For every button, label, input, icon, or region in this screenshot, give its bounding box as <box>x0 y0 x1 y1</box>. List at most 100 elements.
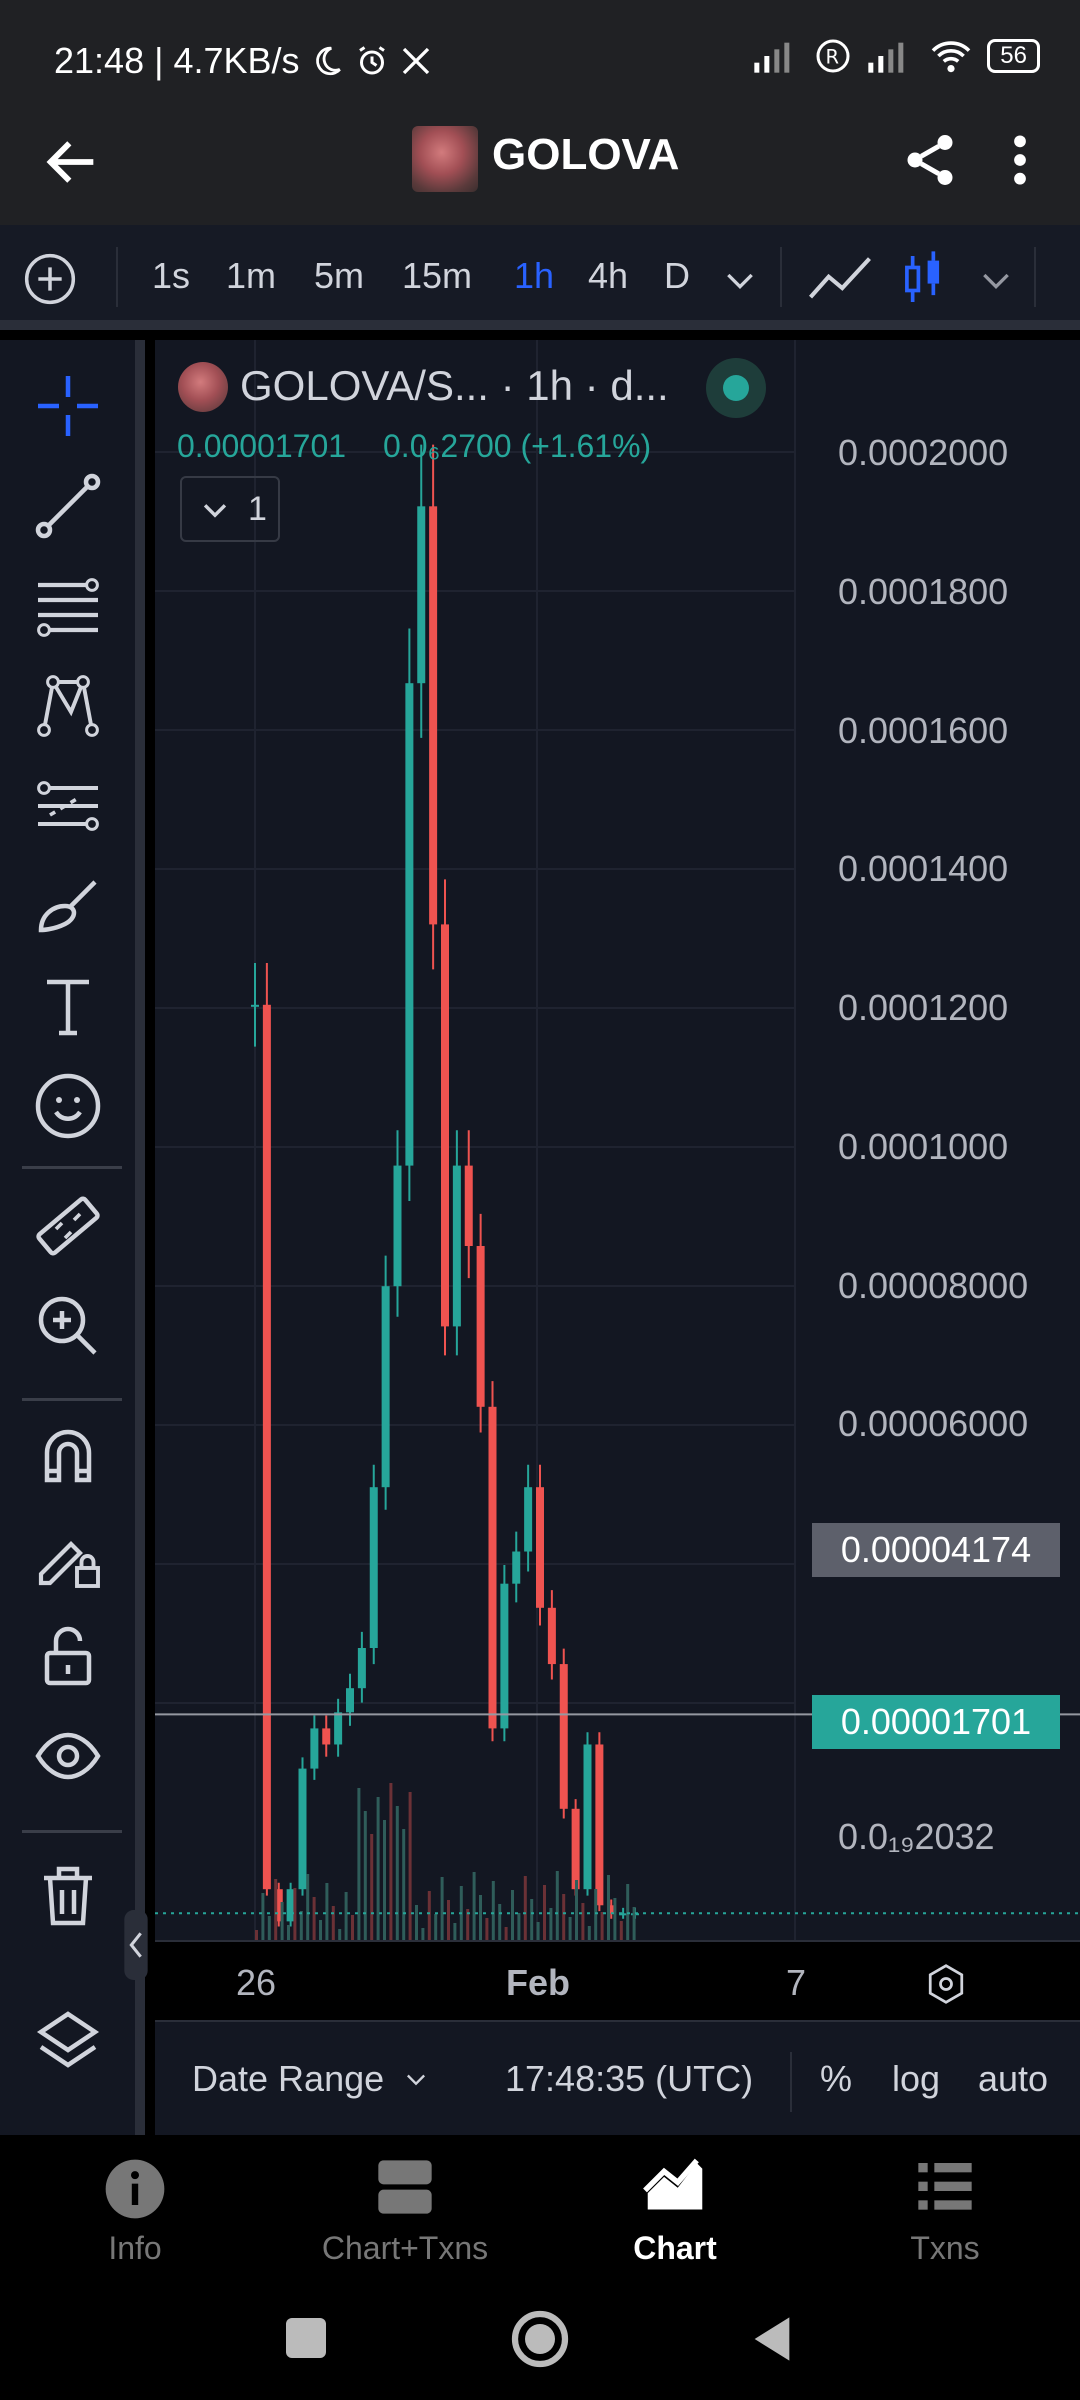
volume-bar <box>415 1905 418 1940</box>
zoom-in-icon[interactable] <box>32 1290 104 1362</box>
collapse-toolbar-icon[interactable] <box>124 1910 148 1980</box>
trend-line-icon[interactable] <box>32 470 104 542</box>
volume-bar <box>267 1916 271 1940</box>
tf-1h[interactable]: 1h <box>514 255 555 296</box>
pattern-icon[interactable] <box>32 670 104 742</box>
nav-txns[interactable]: Txns <box>810 2135 1080 2285</box>
text-icon[interactable] <box>32 970 104 1042</box>
home-button[interactable] <box>510 2309 570 2369</box>
tf-15m[interactable]: 15m <box>402 255 473 296</box>
signal-2-icon <box>868 42 904 73</box>
y-tick: 0.0₁₉2032 <box>838 1816 995 1857</box>
volume-bar <box>600 1912 604 1940</box>
volume-bar <box>338 1929 342 1940</box>
volume-bar <box>421 1928 425 1940</box>
indicators-toggle[interactable]: 1 <box>180 476 280 542</box>
moon-icon <box>315 46 341 76</box>
x-tick: Feb <box>506 1962 571 2003</box>
eye-icon[interactable] <box>32 1720 104 1792</box>
candle-body <box>536 1487 544 1608</box>
percent-toggle[interactable]: % <box>820 2058 853 2099</box>
volume-bar <box>613 1898 617 1940</box>
lock-drawing-icon[interactable] <box>32 1520 104 1592</box>
y-tick: 0.0001200 <box>838 987 1009 1028</box>
candle-body <box>512 1551 521 1584</box>
x-tick: 26 <box>236 1962 277 2003</box>
chevron-down-icon[interactable] <box>720 265 760 295</box>
brush-icon[interactable] <box>32 870 104 942</box>
volume-bar <box>255 1930 258 1940</box>
split-view-icon <box>378 2160 432 2214</box>
volume-bar <box>344 1892 348 1940</box>
date-range-button[interactable]: Date Range <box>192 2058 385 2099</box>
alarm-icon <box>358 46 385 75</box>
more-vert-icon[interactable] <box>1000 128 1040 192</box>
magnet-icon[interactable] <box>32 1420 104 1492</box>
volume-bar <box>575 1880 578 1940</box>
emoji-icon[interactable] <box>32 1070 104 1142</box>
price-chart[interactable] <box>155 340 1080 1940</box>
share-icon[interactable] <box>900 128 960 192</box>
volume-bar <box>363 1811 367 1940</box>
chart-area[interactable] <box>155 340 1080 1940</box>
top-bar <box>0 120 1080 225</box>
unlock-icon[interactable] <box>32 1620 104 1692</box>
prediction-icon[interactable] <box>32 770 104 842</box>
nav-chart-txns[interactable]: Chart+Txns <box>270 2135 540 2285</box>
layers-icon[interactable] <box>32 2005 104 2077</box>
trash-icon[interactable] <box>32 1860 104 1932</box>
tool-divider <box>22 1166 122 1169</box>
tf-1s[interactable]: 1s <box>152 255 191 296</box>
divider <box>1034 247 1036 307</box>
volume-bar <box>280 1902 284 1940</box>
tf-1m[interactable]: 1m <box>226 255 277 296</box>
utc-time[interactable]: 17:48:35 (UTC) <box>505 2058 754 2099</box>
tf-5m[interactable]: 5m <box>314 255 365 296</box>
add-indicator-icon[interactable] <box>22 251 78 307</box>
fib-retracement-icon[interactable] <box>32 570 104 642</box>
volume-bar <box>287 1925 290 1940</box>
volume-bar <box>434 1914 438 1940</box>
candle-body <box>559 1664 568 1809</box>
token-logo <box>412 126 478 192</box>
candle-body <box>334 1712 343 1745</box>
bottom-nav: Info Chart+Txns Chart Txns <box>0 2135 1080 2285</box>
candle-body <box>524 1487 533 1552</box>
candle-body <box>369 1487 378 1648</box>
volume-bar <box>306 1874 310 1940</box>
volume-bar <box>299 1911 303 1940</box>
token-title: GOLOVA <box>492 130 680 179</box>
legend-symbol[interactable]: GOLOVA/S... · 1h · d... <box>240 362 669 409</box>
tf-D[interactable]: D <box>664 255 690 296</box>
bottom-panel-top-border <box>155 2020 1080 2022</box>
line-chart-icon[interactable] <box>806 251 874 307</box>
candles-icon[interactable] <box>900 249 946 309</box>
divider <box>790 2052 792 2112</box>
list-icon <box>918 2163 972 2210</box>
y-tick: 0.00008000 <box>838 1265 1029 1306</box>
nav-info[interactable]: Info <box>0 2135 270 2285</box>
crosshair-icon[interactable] <box>32 370 104 442</box>
volume-bar <box>491 1881 495 1940</box>
nav-label: Chart+Txns <box>321 2230 489 2266</box>
settings-hex-icon[interactable] <box>924 1962 968 2006</box>
volume-bar <box>447 1900 450 1940</box>
system-nav <box>0 2285 1080 2400</box>
back-arrow-icon[interactable] <box>40 130 104 194</box>
volume-bar <box>562 1894 566 1940</box>
volume-bar <box>312 1897 316 1940</box>
roaming-icon: R <box>816 39 850 73</box>
volume-bar <box>479 1895 482 1940</box>
recents-button[interactable] <box>286 2318 326 2358</box>
auto-toggle[interactable]: auto <box>978 2058 1049 2099</box>
back-nav-button[interactable] <box>750 2313 794 2365</box>
tf-4h[interactable]: 4h <box>588 255 629 296</box>
volume-bar <box>555 1871 559 1940</box>
log-toggle[interactable]: log <box>892 2058 941 2099</box>
candle-body <box>441 924 449 1327</box>
chevron-down-icon[interactable] <box>976 265 1016 295</box>
ruler-icon[interactable] <box>32 1190 104 1262</box>
svg-text:R: R <box>826 46 840 69</box>
volume-bar <box>619 1921 623 1940</box>
nav-chart[interactable]: Chart <box>540 2135 810 2285</box>
